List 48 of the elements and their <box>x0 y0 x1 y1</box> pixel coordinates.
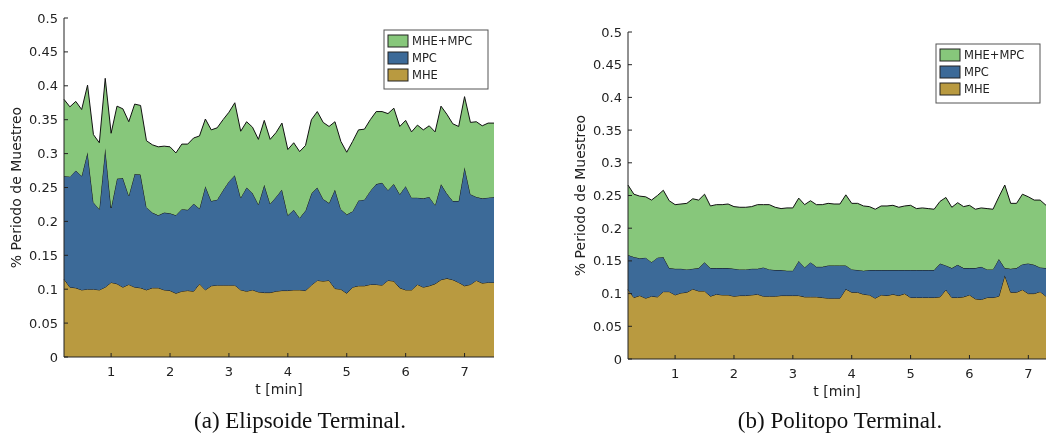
y-tick-label: 0.4 <box>601 89 622 105</box>
x-tick-label: 3 <box>224 364 234 379</box>
y-tick-label: 0.35 <box>593 122 622 138</box>
y-tick-label: 0.2 <box>601 220 622 236</box>
x-tick-label: 5 <box>906 366 915 381</box>
y-tick-label: 0 <box>49 349 58 365</box>
y-tick-label: 0.15 <box>29 247 58 263</box>
y-tick-label: 0.1 <box>601 286 622 302</box>
text: (a) Elipsoide Terminal. <box>194 408 406 433</box>
y-tick-label: 0.05 <box>29 315 58 331</box>
y-tick-label: 0.1 <box>37 281 58 297</box>
legend-label: MPC <box>412 51 437 65</box>
x-tick-label: 4 <box>283 364 292 379</box>
y-tick-label: 0.3 <box>37 146 58 162</box>
x-tick-label: 6 <box>401 364 410 379</box>
y-tick-label: 0.5 <box>601 24 622 40</box>
y-tick-label: 0.05 <box>593 318 622 334</box>
x-tick-label: 7 <box>1024 366 1033 381</box>
y-tick-label: 0.5 <box>37 10 58 26</box>
legend-label: MHE+MPC <box>412 34 473 48</box>
legend-label: MHE <box>412 68 438 82</box>
y-tick-label: 0.2 <box>37 213 58 229</box>
y-tick-label: 0.25 <box>29 180 58 196</box>
x-tick-label: 2 <box>729 366 739 381</box>
y-tick-label: 0.15 <box>593 253 622 269</box>
y-tick-label: 0.4 <box>37 78 58 94</box>
x-tick-label: 2 <box>165 364 175 379</box>
y-tick-label: 0.35 <box>29 112 58 128</box>
x-tick-label: 4 <box>847 366 856 381</box>
x-tick-label: 1 <box>670 366 680 381</box>
y-tick-label: 0.45 <box>593 57 622 73</box>
legend-label: MHE <box>964 82 990 96</box>
x-tick-label: 6 <box>965 366 974 381</box>
x-tick-label: 5 <box>342 364 351 379</box>
legend-label: MHE+MPC <box>964 48 1025 62</box>
y-tick-label: 0.25 <box>593 188 622 204</box>
y-axis-title: % Periodo de Muestreo <box>572 114 588 277</box>
text: (b) Politopo Terminal. <box>737 408 943 433</box>
x-axis-title: t [min] <box>255 381 303 397</box>
x-tick-label: 7 <box>460 364 469 379</box>
y-axis-title: % Periodo de Muestreo <box>8 106 24 269</box>
y-tick-label: 0 <box>613 351 622 367</box>
y-tick-label: 0.45 <box>29 44 58 60</box>
x-axis-title: t [min] <box>813 383 861 399</box>
x-tick-label: 3 <box>788 366 797 381</box>
x-tick-label: 1 <box>106 364 116 379</box>
legend-label: MPC <box>964 65 989 79</box>
y-tick-label: 0.3 <box>601 155 622 171</box>
